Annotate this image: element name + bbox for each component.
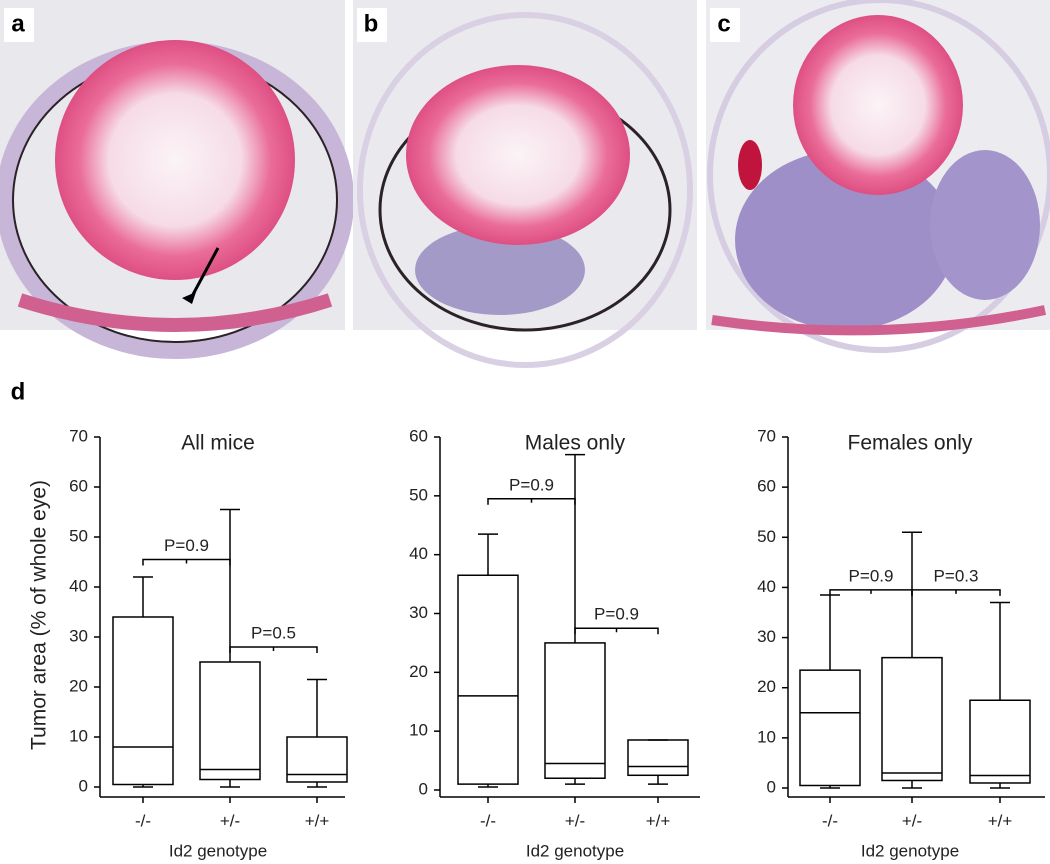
p-value: P=0.9 (594, 605, 639, 624)
box (799, 669, 861, 787)
y-tick-label: 10 (409, 721, 428, 740)
y-tick-label: 40 (69, 576, 88, 595)
x-axis-label: Id2 genotype (169, 841, 267, 860)
y-tick-label: 0 (767, 777, 776, 796)
y-tick-label: 10 (69, 726, 88, 745)
y-tick-label: 30 (409, 603, 428, 622)
p-value: P=0.5 (251, 623, 296, 642)
y-tick-label: 60 (69, 476, 88, 495)
significance-bracket (911, 589, 1001, 596)
significance-bracket (487, 498, 576, 505)
x-axis-label: Id2 genotype (526, 841, 624, 860)
x-tick-label: -/- (135, 811, 151, 830)
box (969, 699, 1031, 784)
y-tick-label: 30 (757, 627, 776, 646)
box (881, 656, 943, 782)
y-tick-label: 40 (409, 544, 428, 563)
y-tick-label: 40 (757, 577, 776, 596)
y-tick-label: 50 (69, 526, 88, 545)
panel-label-box (710, 8, 740, 42)
x-tick-label: -/- (480, 811, 496, 830)
box (112, 616, 174, 786)
panel-label-box (4, 8, 34, 42)
y-tick-label: 10 (757, 727, 776, 746)
y-tick-label: 60 (409, 426, 428, 445)
y-tick-label: 0 (419, 779, 428, 798)
y-tick-label: 70 (757, 426, 776, 445)
x-tick-label: +/+ (988, 811, 1013, 830)
box (544, 642, 606, 779)
y-tick-label: 30 (69, 626, 88, 645)
panel-label: d (11, 378, 26, 405)
box (627, 739, 689, 777)
x-tick-label: +/+ (305, 811, 330, 830)
image-c (706, 0, 1050, 353)
significance-bracket (829, 589, 913, 596)
significance-bracket (142, 558, 231, 566)
image-b (353, 0, 697, 368)
x-axis-label: Id2 genotype (861, 841, 959, 860)
x-tick-label: -/- (822, 811, 838, 830)
chart-title: All mice (181, 432, 255, 455)
panel-label: a (11, 10, 25, 37)
x-tick-label: +/- (565, 811, 585, 830)
y-tick-label: 20 (409, 662, 428, 681)
y-tick-label: 20 (69, 676, 88, 695)
p-value: P=0.9 (509, 475, 554, 494)
significance-bracket (574, 627, 659, 635)
chart-title: Males only (525, 432, 626, 455)
y-tick-label: 50 (409, 485, 428, 504)
y-tick-label: 20 (757, 677, 776, 696)
p-value: P=0.9 (849, 566, 894, 585)
x-tick-label: +/+ (646, 811, 671, 830)
chart-title: Females only (848, 432, 973, 455)
x-tick-label: +/- (902, 811, 922, 830)
x-tick-label: +/- (220, 811, 240, 830)
image-a (0, 0, 354, 359)
y-tick-label: 0 (79, 776, 88, 795)
significance-bracket (229, 646, 318, 653)
y-tick-label: 60 (757, 477, 776, 496)
y-tick-label: 70 (69, 426, 88, 445)
y-tick-label: 50 (757, 527, 776, 546)
panel-label-box (357, 8, 387, 42)
p-value: P=0.3 (934, 566, 979, 585)
panel-label: b (364, 10, 379, 37)
box (457, 574, 519, 785)
panel-label: c (717, 10, 730, 37)
y-axis-label: Tumor area (% of whole eye) (28, 480, 51, 750)
p-value: P=0.9 (164, 536, 209, 555)
box (199, 661, 261, 781)
